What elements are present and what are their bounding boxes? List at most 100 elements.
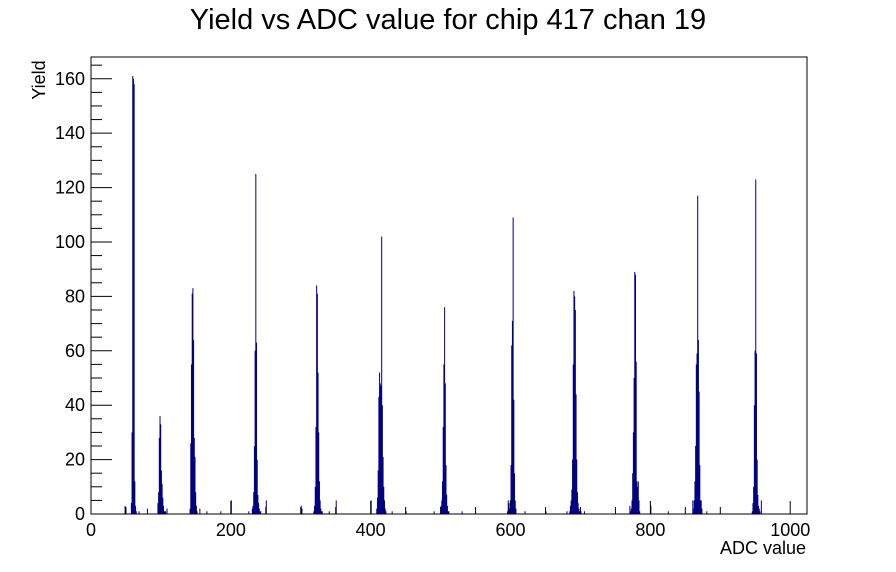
histogram-bar	[160, 470, 162, 514]
histogram-bar	[318, 432, 320, 514]
histogram-bar	[160, 424, 162, 514]
histogram-bar	[255, 173, 257, 514]
histogram-bar	[634, 271, 636, 514]
histogram-bar	[667, 511, 669, 514]
histogram-bar	[697, 195, 699, 515]
histogram-bar	[321, 511, 323, 514]
y-tick-label: 0	[75, 504, 85, 524]
histogram-bar	[383, 486, 385, 514]
y-tick-label: 140	[55, 123, 85, 143]
histogram-bar	[575, 394, 577, 514]
histogram-bar	[391, 511, 393, 514]
histogram-bar	[695, 364, 697, 514]
x-tick-label: 800	[635, 520, 665, 540]
histogram-bar	[512, 217, 514, 515]
histogram-bar	[130, 503, 132, 514]
y-tick-label: 20	[65, 450, 85, 470]
histogram-bar	[301, 508, 303, 514]
histogram-bar	[693, 500, 695, 514]
histogram-bar	[196, 511, 198, 514]
histogram-bar	[441, 500, 443, 514]
histogram-bar	[376, 508, 378, 514]
histogram-bar	[162, 497, 164, 514]
histogram-bar	[379, 383, 381, 514]
histogram-bar	[316, 285, 318, 514]
histogram-bar	[444, 307, 446, 514]
histogram-bar	[630, 511, 632, 514]
histogram-bar	[753, 486, 755, 514]
histogram-bar	[318, 481, 320, 514]
histogram-bar	[131, 432, 133, 514]
histogram-bar	[161, 484, 163, 514]
histogram-bar	[753, 405, 755, 514]
histogram-bar	[256, 342, 258, 515]
histogram-bar	[697, 339, 699, 514]
histogram-bar	[193, 339, 195, 514]
histogram-bar	[158, 437, 160, 514]
histogram-bar	[759, 511, 761, 514]
histogram-bar	[445, 465, 447, 514]
histogram-bar	[573, 290, 575, 514]
histogram-bar	[254, 350, 256, 514]
y-tick-label: 120	[55, 178, 85, 198]
histogram-bar	[629, 505, 631, 514]
histogram-bar	[577, 503, 579, 514]
histogram-bar	[699, 465, 701, 514]
histogram-bar	[328, 511, 330, 514]
histogram-bar	[692, 500, 694, 514]
x-tick-label: 0	[86, 520, 96, 540]
plot-frame	[90, 56, 808, 515]
histogram-bar	[566, 511, 568, 514]
histogram-bar	[135, 505, 137, 514]
histogram-bar	[124, 505, 126, 514]
histogram-bar	[635, 361, 637, 514]
histogram-bar	[507, 511, 509, 514]
histogram-bar	[300, 505, 302, 514]
histogram-bar	[164, 511, 166, 514]
histogram-bar	[637, 481, 639, 514]
histogram-bar	[253, 492, 255, 514]
histogram-bar	[758, 508, 760, 514]
histogram-bar	[634, 274, 636, 514]
histogram-bar	[259, 511, 261, 514]
histogram-bar	[442, 481, 444, 514]
histogram-bar	[515, 508, 517, 514]
histogram-bar	[385, 511, 387, 514]
histogram-bar	[206, 511, 208, 514]
histogram-bar	[381, 236, 383, 515]
histogram-bar	[572, 364, 574, 514]
histogram-bar	[165, 511, 167, 514]
histogram-bar	[571, 489, 573, 514]
histogram-bar	[751, 511, 753, 514]
histogram-bar	[133, 84, 135, 514]
histogram-bar	[194, 456, 196, 515]
histogram-bar	[321, 511, 323, 514]
y-axis-label: Yield	[29, 60, 49, 99]
histogram-bar	[631, 500, 633, 514]
y-tick-label: 100	[55, 232, 85, 252]
histogram-bar	[378, 397, 380, 514]
histogram-bar	[509, 508, 511, 514]
histogram-bar	[569, 505, 571, 514]
histogram-bar	[157, 503, 159, 514]
histogram-bar	[317, 372, 319, 514]
histogram-bar	[508, 503, 510, 514]
histogram-bar	[695, 445, 697, 514]
x-tick-label: 200	[216, 520, 246, 540]
histogram-bar	[650, 505, 652, 514]
histogram-bar	[190, 443, 192, 514]
histogram-bar	[444, 383, 446, 514]
histogram-bar	[755, 179, 757, 514]
histogram-bar	[251, 508, 253, 514]
histogram-bar	[570, 500, 572, 514]
histogram-bar	[381, 405, 383, 514]
histogram-bar	[370, 500, 372, 514]
histogram-bar	[700, 500, 702, 514]
histogram-bar	[755, 353, 757, 514]
histogram-bar	[511, 345, 513, 514]
histogram-bar	[637, 486, 639, 514]
x-axis-ticks: 0 200 400 600 800 1000	[86, 501, 810, 540]
histogram-bar	[694, 481, 696, 514]
histogram-bar	[706, 511, 708, 514]
